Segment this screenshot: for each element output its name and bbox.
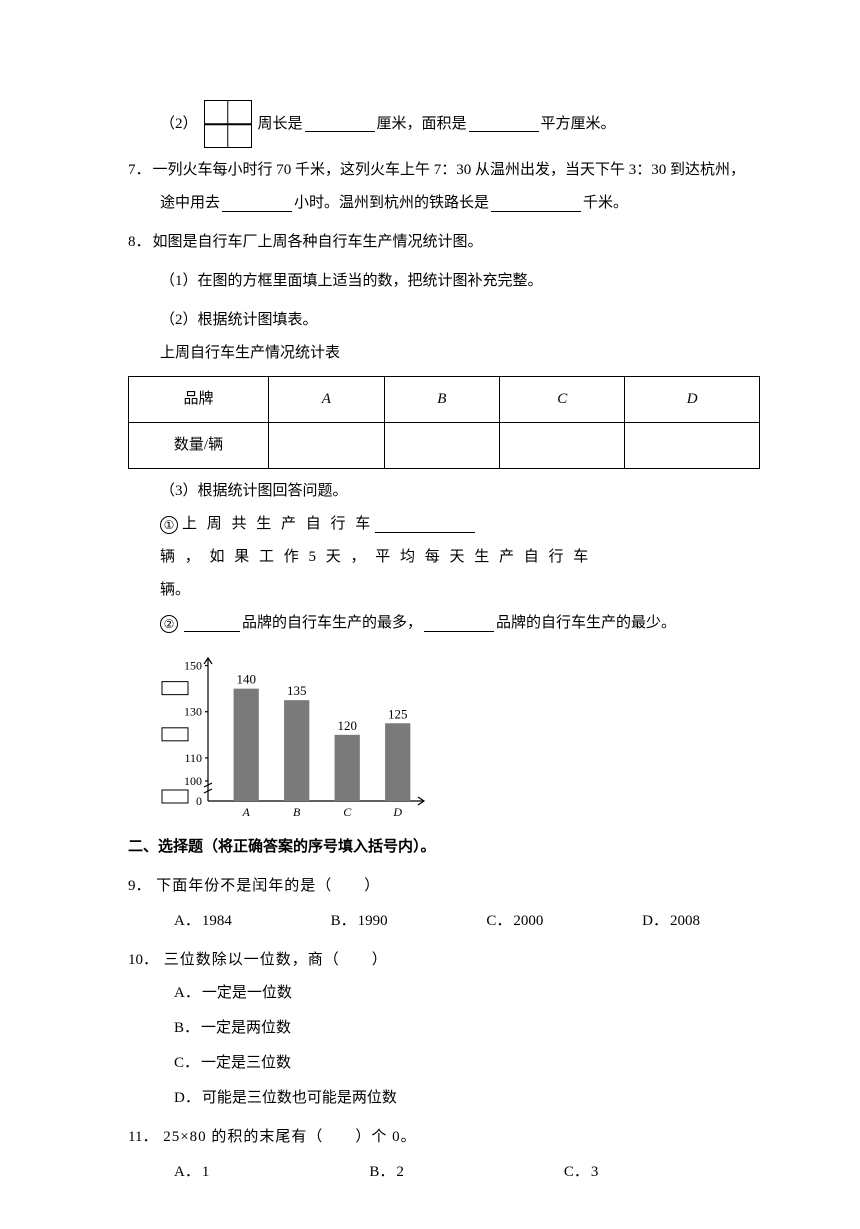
cell-b[interactable] bbox=[384, 423, 500, 469]
sub-2: （2）根据统计图填表。 bbox=[128, 304, 760, 337]
text: 途中用去 bbox=[160, 187, 220, 220]
option-a[interactable]: A．1 bbox=[174, 1156, 209, 1189]
circled-1: ① 上 周 共 生 产 自 行 车 辆 ， 如 果 工 作 5 天 ， 平 均 … bbox=[128, 508, 760, 574]
svg-text:D: D bbox=[392, 805, 402, 819]
question-8: 8． 如图是自行车厂上周各种自行车生产情况统计图。 （1）在图的方框里面填上适当… bbox=[128, 226, 760, 823]
question-number: 9． bbox=[128, 878, 151, 894]
header-brand: 品牌 bbox=[129, 377, 269, 423]
text: 平方厘米。 bbox=[541, 108, 616, 141]
table-title: 上周自行车生产情况统计表 bbox=[128, 337, 760, 370]
svg-text:110: 110 bbox=[184, 751, 202, 765]
svg-text:120: 120 bbox=[337, 718, 357, 733]
question-number: 11． bbox=[128, 1129, 157, 1145]
blank-perimeter[interactable] bbox=[305, 116, 375, 133]
text: 如图是自行车厂上周各种自行车生产情况统计图。 bbox=[153, 226, 483, 259]
blank-least[interactable] bbox=[424, 615, 494, 632]
table-row: 品牌 A B C D bbox=[129, 377, 760, 423]
question-9: 9． 下面年份不是闰年的是（ ） A．1984 B．1990 C．2000 D．… bbox=[128, 870, 760, 938]
header-c: C bbox=[500, 377, 625, 423]
option-b[interactable]: B．一定是两位数 bbox=[174, 1012, 760, 1045]
blank-most[interactable] bbox=[184, 615, 240, 632]
svg-text:B: B bbox=[293, 805, 301, 819]
text: 品牌的自行车生产的最少。 bbox=[496, 607, 676, 640]
text: 下面年份不是闰年的是（ ） bbox=[156, 878, 380, 894]
circled-number-1: ① bbox=[160, 516, 178, 534]
question-11: 11． 25×80 的积的末尾有（ ）个 0。 A．1 B．2 C．3 bbox=[128, 1121, 760, 1189]
svg-text:125: 125 bbox=[388, 706, 408, 721]
question-number: 10． bbox=[128, 952, 158, 968]
section-title-2: 二、选择题（将正确答案的序号填入括号内）。 bbox=[128, 831, 760, 864]
option-b[interactable]: B．2 bbox=[369, 1156, 404, 1189]
option-a[interactable]: A．1984 bbox=[174, 905, 232, 938]
question-7: 7． 一列火车每小时行 70 千米，这列火车上午 7：30 从温州出发，当天下午… bbox=[128, 154, 760, 220]
table-row: 数量/辆 bbox=[129, 423, 760, 469]
cell-a[interactable] bbox=[269, 423, 385, 469]
bar-chart: 0 100 110 130 150 140 A 135 B 120 C 125 D bbox=[160, 648, 760, 823]
question-10: 10． 三位数除以一位数，商（ ） A．一定是一位数 B．一定是两位数 C．一定… bbox=[128, 944, 760, 1115]
svg-text:140: 140 bbox=[236, 672, 256, 687]
option-c[interactable]: C．2000 bbox=[486, 905, 543, 938]
text: 25×80 的积的末尾有（ ）个 0。 bbox=[163, 1129, 416, 1145]
blank-area[interactable] bbox=[469, 116, 539, 133]
blank-total[interactable] bbox=[375, 516, 475, 533]
sub-1: （1）在图的方框里面填上适当的数，把统计图补充完整。 bbox=[128, 265, 760, 298]
svg-text:C: C bbox=[343, 805, 352, 819]
option-c[interactable]: C．3 bbox=[564, 1156, 599, 1189]
text: 品牌的自行车生产的最多， bbox=[242, 607, 422, 640]
svg-text:150: 150 bbox=[184, 659, 202, 673]
text: 周长是 bbox=[258, 108, 303, 141]
text: 辆 ， 如 果 工 作 5 天 ， 平 均 每 天 生 产 自 行 车 bbox=[160, 541, 591, 574]
option-d[interactable]: D．可能是三位数也可能是两位数 bbox=[174, 1082, 760, 1115]
row-label: 数量/辆 bbox=[129, 423, 269, 469]
blank-distance[interactable] bbox=[491, 195, 581, 212]
text: 辆。 bbox=[128, 574, 760, 607]
blank-hours[interactable] bbox=[222, 195, 292, 212]
grid-square-icon bbox=[204, 100, 252, 148]
svg-text:130: 130 bbox=[184, 705, 202, 719]
svg-text:135: 135 bbox=[287, 683, 307, 698]
svg-text:A: A bbox=[242, 805, 251, 819]
question-6-2: （2） 周长是 厘米，面积是 平方厘米。 bbox=[128, 100, 760, 148]
cell-c[interactable] bbox=[500, 423, 625, 469]
circled-2: ② 品牌的自行车生产的最多， 品牌的自行车生产的最少。 bbox=[128, 607, 760, 640]
svg-text:0: 0 bbox=[196, 794, 202, 808]
header-b: B bbox=[384, 377, 500, 423]
sub-3: （3）根据统计图回答问题。 bbox=[128, 475, 760, 508]
question-number: 7． bbox=[128, 154, 151, 187]
option-d[interactable]: D．2008 bbox=[642, 905, 700, 938]
option-c[interactable]: C．一定是三位数 bbox=[174, 1047, 760, 1080]
prefix: （2） bbox=[160, 108, 198, 141]
option-a[interactable]: A．一定是一位数 bbox=[174, 977, 760, 1010]
text: 厘米，面积是 bbox=[377, 108, 467, 141]
header-a: A bbox=[269, 377, 385, 423]
option-b[interactable]: B．1990 bbox=[331, 905, 388, 938]
text: 一列火车每小时行 70 千米，这列火车上午 7：30 从温州出发，当天下午 3：… bbox=[153, 154, 746, 187]
svg-text:100: 100 bbox=[184, 774, 202, 788]
text: 千米。 bbox=[583, 187, 628, 220]
stats-table: 品牌 A B C D 数量/辆 bbox=[128, 376, 760, 469]
question-number: 8． bbox=[128, 226, 151, 259]
circled-number-2: ② bbox=[160, 615, 178, 633]
cell-d[interactable] bbox=[625, 423, 760, 469]
text: 小时。温州到杭州的铁路长是 bbox=[294, 187, 489, 220]
text: 三位数除以一位数，商（ ） bbox=[164, 952, 388, 968]
text: 上 周 共 生 产 自 行 车 bbox=[182, 508, 373, 541]
header-d: D bbox=[625, 377, 760, 423]
chart-svg: 0 100 110 130 150 140 A 135 B 120 C 125 D bbox=[160, 648, 430, 823]
